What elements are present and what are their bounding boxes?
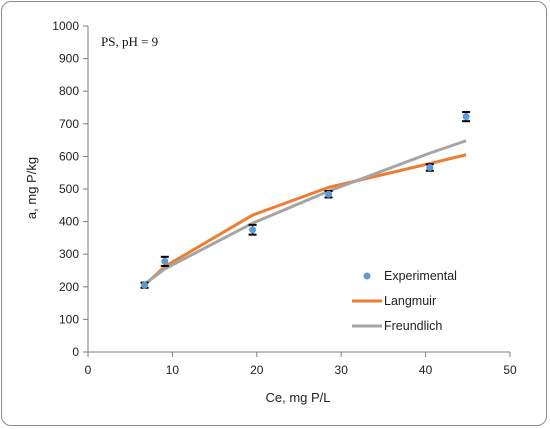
- data-point: [426, 163, 434, 171]
- chart-annotation: PS, pH = 9: [101, 34, 158, 49]
- x-axis-title: Ce, mg P/L: [265, 390, 330, 405]
- y-tick-label: 500: [59, 182, 79, 196]
- legend-label: Freundlich: [384, 319, 442, 333]
- y-tick-label: 1000: [52, 19, 79, 33]
- y-tick-label: 600: [59, 149, 79, 163]
- y-tick-label: 200: [59, 280, 79, 294]
- ticks: 0 100 200 300 400 500 600 700 800 900 1000 0 10 20 30 4…: [52, 19, 517, 377]
- series-line-freundlich: [143, 139, 467, 286]
- y-tick-label: 0: [72, 345, 79, 359]
- axes: [87, 26, 510, 353]
- x-tick-label: 40: [419, 363, 433, 377]
- data-point: [161, 257, 169, 265]
- x-tick-label: 20: [250, 363, 264, 377]
- x-tick-label: 0: [85, 363, 92, 377]
- y-tick-label: 100: [59, 312, 79, 326]
- series-line-langmuir: [143, 153, 467, 287]
- x-tick-label: 30: [335, 363, 349, 377]
- legend-label: Langmuir: [384, 294, 436, 308]
- y-tick-label: 300: [59, 247, 79, 261]
- y-tick-label: 700: [59, 117, 79, 131]
- series-points: [140, 111, 471, 289]
- x-tick-label: 10: [166, 363, 180, 377]
- series-lines: [143, 139, 467, 287]
- data-point: [249, 226, 257, 234]
- y-tick-label: 400: [59, 215, 79, 229]
- data-point: [325, 190, 333, 198]
- x-tick-label: 50: [503, 363, 517, 377]
- data-point: [462, 113, 470, 121]
- y-tick-label: 800: [59, 84, 79, 98]
- data-point: [141, 281, 149, 289]
- y-axis-title: a, mg P/kg: [24, 157, 39, 219]
- legend: Experimental Langmuir Freundlich: [352, 269, 457, 333]
- legend-marker: [363, 272, 371, 280]
- y-tick-label: 900: [59, 52, 79, 66]
- legend-label: Experimental: [384, 269, 457, 283]
